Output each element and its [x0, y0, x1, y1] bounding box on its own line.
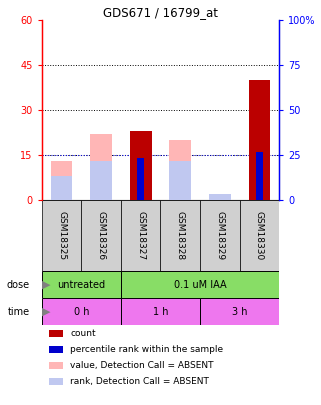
Text: time: time	[8, 307, 30, 317]
Bar	[42, 200, 81, 271]
Text: GSM18325: GSM18325	[57, 211, 66, 260]
Bar	[42, 271, 121, 298]
Text: GSM18330: GSM18330	[255, 211, 264, 260]
Bar	[49, 377, 63, 385]
Text: 0 h: 0 h	[74, 307, 89, 317]
Title: GDS671 / 16799_at: GDS671 / 16799_at	[103, 6, 218, 19]
Text: GSM18329: GSM18329	[215, 211, 224, 260]
Text: 1 h: 1 h	[153, 307, 168, 317]
Text: GSM18328: GSM18328	[176, 211, 185, 260]
Bar	[160, 200, 200, 271]
Bar	[90, 161, 112, 200]
Text: GSM18326: GSM18326	[97, 211, 106, 260]
Text: count: count	[70, 329, 96, 338]
Text: untreated: untreated	[57, 280, 105, 290]
Bar	[200, 298, 279, 325]
Bar	[240, 200, 279, 271]
Text: value, Detection Call = ABSENT: value, Detection Call = ABSENT	[70, 361, 214, 370]
Text: percentile rank within the sample: percentile rank within the sample	[70, 345, 223, 354]
Text: 0.1 uM IAA: 0.1 uM IAA	[174, 280, 226, 290]
Bar	[49, 362, 63, 369]
Text: rank, Detection Call = ABSENT: rank, Detection Call = ABSENT	[70, 377, 209, 386]
Bar	[90, 134, 112, 200]
Bar	[121, 200, 160, 271]
Text: ▶: ▶	[42, 280, 50, 290]
Bar	[81, 200, 121, 271]
Text: ▶: ▶	[42, 307, 50, 317]
Bar	[121, 271, 279, 298]
Bar	[49, 330, 63, 337]
Bar	[130, 131, 152, 200]
Bar	[209, 194, 231, 200]
Bar	[169, 161, 191, 200]
Bar	[137, 158, 144, 200]
Bar	[51, 176, 73, 200]
Text: GSM18327: GSM18327	[136, 211, 145, 260]
Bar	[256, 152, 263, 200]
Text: 3 h: 3 h	[232, 307, 247, 317]
Bar	[169, 140, 191, 200]
Bar	[49, 346, 63, 353]
Text: dose: dose	[7, 280, 30, 290]
Bar	[51, 161, 73, 200]
Bar	[200, 200, 240, 271]
Bar	[248, 80, 270, 200]
Bar	[42, 298, 121, 325]
Bar	[121, 298, 200, 325]
